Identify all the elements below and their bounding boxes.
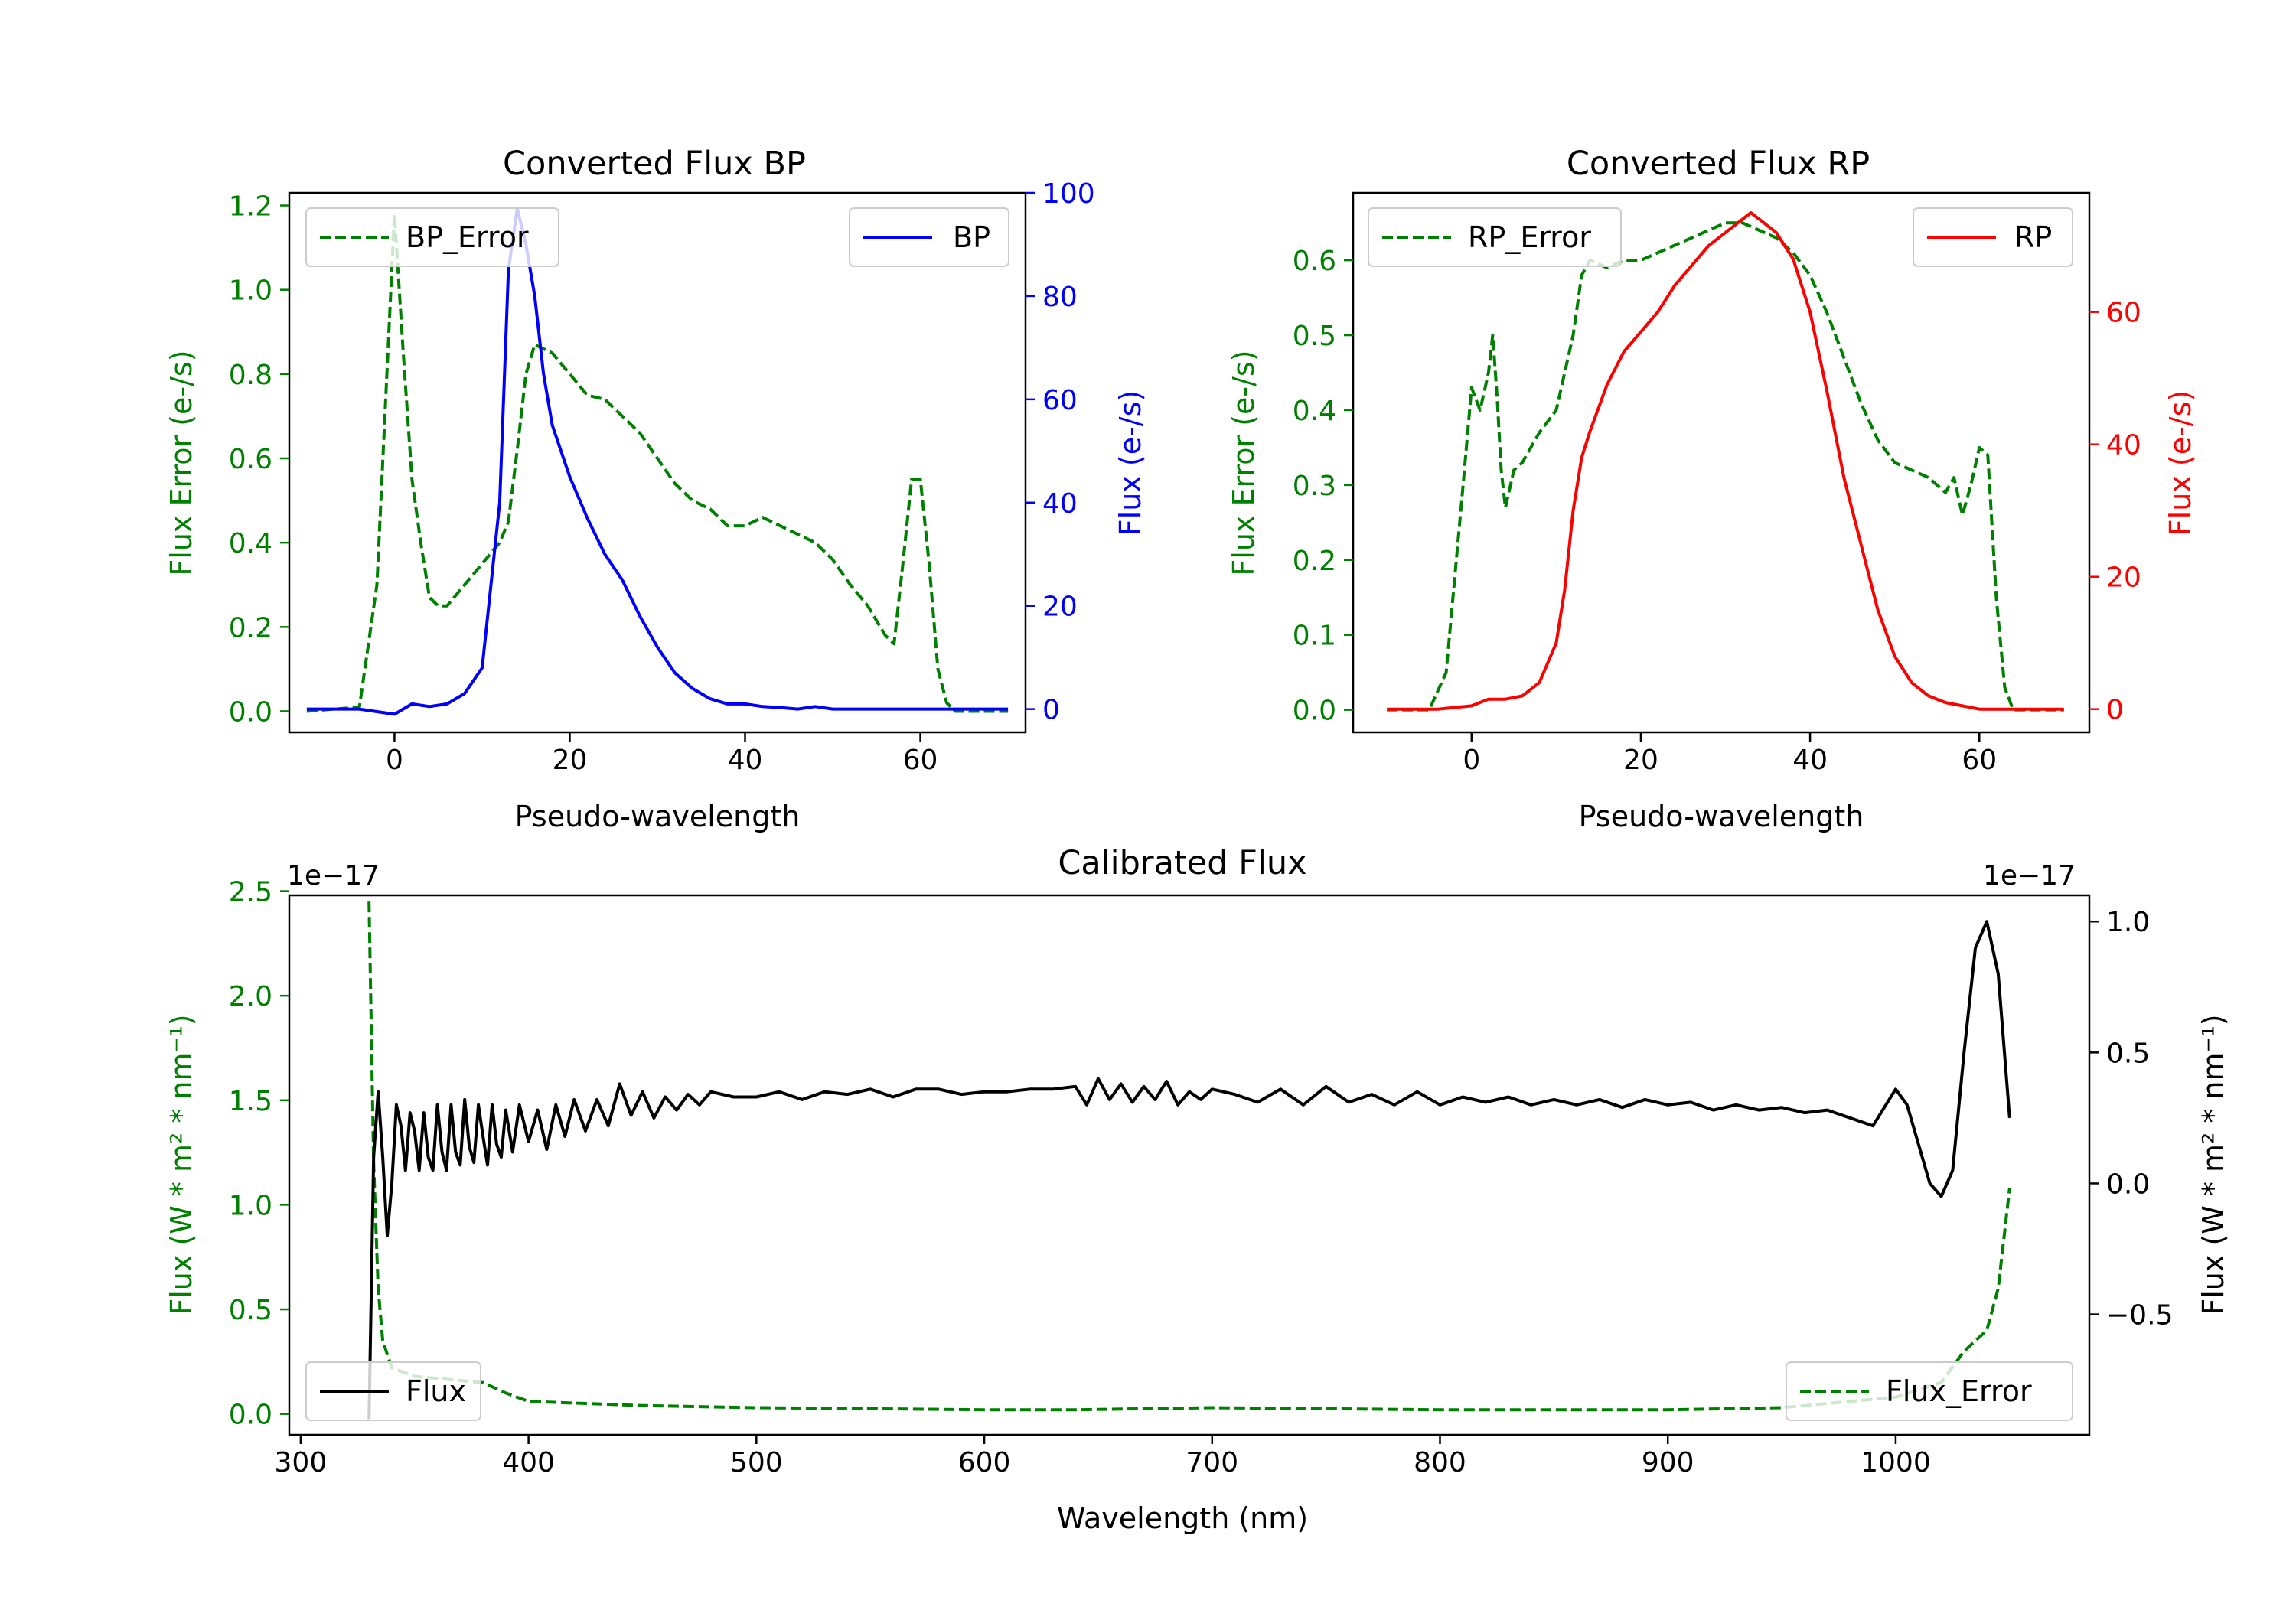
bp-xtick-label: 60	[903, 745, 938, 776]
rp-title: Converted Flux RP	[1567, 145, 1870, 183]
cal-ylabel-right: Flux (W * m² * nm⁻¹)	[2197, 1014, 2230, 1315]
bp-xtick-label: 0	[386, 745, 403, 776]
cal-ytick-right-label: −0.5	[2106, 1300, 2173, 1332]
bp-ytick-right-label: 20	[1042, 592, 1078, 623]
rp-ytick-left-label: 0.2	[1293, 546, 1336, 577]
bp-plot-area	[306, 207, 1009, 716]
rp-legend-rp-label: RP	[2014, 220, 2052, 254]
cal-xtick-label: 500	[730, 1447, 783, 1478]
bp-legend-left: BP_Error	[305, 207, 559, 267]
bp-ytick-left-label: 0.4	[229, 528, 272, 559]
bp-xtick-label: 20	[553, 745, 588, 776]
panel-calibrated: Calibrated Flux 300 400 500 600 700 800 900 100…	[165, 844, 2230, 1535]
cal-ytick-left-label: 2.5	[229, 877, 272, 908]
rp-ytick-left-label: 0.6	[1293, 246, 1336, 277]
bp-ytick-left-label: 1.0	[229, 275, 272, 307]
bp-ytick-left-label: 0.2	[229, 612, 272, 644]
cal-legend-left-box	[305, 1361, 481, 1421]
rp-xtick-label: 0	[1463, 745, 1480, 776]
rp-plot-area	[1387, 211, 2064, 712]
rp-xtick-label: 60	[1962, 745, 1997, 776]
cal-xtick-label: 800	[1414, 1447, 1466, 1478]
bp-legend-right: BP	[849, 207, 1009, 267]
cal-xtick-label: 900	[1642, 1447, 1694, 1478]
rp-xlabel: Pseudo-wavelength	[1579, 800, 1864, 833]
rp-ytick-right-label: 20	[2106, 562, 2141, 594]
cal-axes-frame	[288, 894, 2091, 1436]
rp-ytick-right-label: 60	[2106, 298, 2141, 329]
rp-ytick-right-label: 0	[2106, 695, 2124, 726]
cal-xtick-label: 600	[958, 1447, 1011, 1478]
cal-ytick-left-label: 0.0	[229, 1400, 272, 1431]
rp-ytick-left-label: 0.1	[1293, 621, 1336, 652]
cal-xtick-label: 300	[275, 1447, 328, 1478]
cal-xtick-label: 400	[502, 1447, 555, 1478]
cal-title: Calibrated Flux	[1058, 844, 1306, 882]
cal-ticks: 300 400 500 600 700 800 900 1000 0.0 0.5 1.0 1.5 2.0…	[229, 877, 2174, 1478]
cal-ytick-left-label: 1.0	[229, 1190, 272, 1221]
cal-xtick-label: 1000	[1861, 1447, 1931, 1478]
cal-legend-flux-label: Flux	[406, 1374, 466, 1408]
cal-ytick-left-label: 1.5	[229, 1086, 272, 1117]
bp-xlabel: Pseudo-wavelength	[515, 800, 801, 833]
bp-ytick-left-label: 0.6	[229, 444, 272, 475]
cal-ytick-left-label: 2.0	[229, 981, 272, 1012]
rp-xtick-label: 40	[1792, 745, 1828, 776]
rp-ylabel-left: Flux Error (e-/s)	[1227, 350, 1261, 575]
bp-ylabel-left: Flux Error (e-/s)	[165, 350, 198, 575]
bp-ytick-right-label: 40	[1042, 488, 1078, 520]
bp-title: Converted Flux BP	[503, 145, 806, 183]
bp-legend-left-box	[305, 207, 559, 267]
cal-legend-right: Flux_Error	[1786, 1361, 2073, 1421]
cal-ytick-right-label: 0.5	[2106, 1038, 2150, 1069]
cal-series-flux	[367, 920, 2011, 1420]
cal-ytick-left-label: 0.5	[229, 1295, 272, 1326]
rp-ytick-right-label: 40	[2106, 430, 2141, 461]
cal-ytick-right-label: 1.0	[2106, 907, 2150, 938]
rp-ytick-left-label: 0.3	[1293, 471, 1336, 502]
panel-rp: Converted Flux RP 0 20 40 60 0.0 0.1 0.2 0.3 0.4…	[1227, 145, 2197, 833]
rp-ylabel-right: Flux (e-/s)	[2164, 390, 2197, 536]
cal-legend-right-box	[1786, 1361, 2073, 1421]
rp-legend-left: RP_Error	[1368, 207, 1622, 267]
bp-series-bp	[306, 207, 1009, 716]
bp-series-bp-error	[306, 212, 1009, 713]
rp-series-rp-error	[1387, 221, 2064, 712]
bp-ytick-right-label: 100	[1042, 178, 1095, 210]
panel-bp: Converted Flux BP 0 20 40 60 0.0 0.2 0.4 0.6 0.8…	[165, 145, 1147, 833]
bp-ytick-left-label: 0.8	[229, 360, 272, 391]
bp-ytick-right-label: 80	[1042, 282, 1078, 313]
bp-legend-bp-label: BP	[953, 220, 990, 254]
rp-xtick-label: 20	[1623, 745, 1658, 776]
bp-ytick-right-label: 0	[1042, 695, 1060, 726]
bp-ytick-right-label: 60	[1042, 385, 1078, 416]
rp-axes-frame	[1352, 191, 2091, 734]
rp-legend-left-box	[1368, 207, 1622, 267]
rp-legend-error-label: RP_Error	[1468, 220, 1591, 254]
cal-xlabel: Wavelength (nm)	[1057, 1501, 1308, 1535]
cal-offset-right: 1e−17	[1983, 860, 2076, 892]
bp-ytick-left-label: 0.0	[229, 696, 272, 728]
bp-axes-frame	[288, 191, 1027, 734]
rp-series-rp	[1387, 211, 2064, 711]
bp-ticks: 0 20 40 60 0.0 0.2 0.4 0.6 0.8 1.0 1.2 0 20 40 60 80 100	[229, 178, 1095, 776]
rp-ticks: 0 20 40 60 0.0 0.1 0.2 0.3 0.4 0.5 0.6 0 20 40 60	[1293, 246, 2141, 776]
cal-legend-error-label: Flux_Error	[1886, 1374, 2032, 1408]
bp-legend-error-label: BP_Error	[406, 220, 529, 254]
cal-ytick-right-label: 0.0	[2106, 1169, 2150, 1200]
cal-offset-left: 1e−17	[287, 860, 380, 892]
cal-ylabel-left: Flux (W * m² * nm⁻¹)	[165, 1014, 198, 1315]
bp-ylabel-right: Flux (e-/s)	[1114, 390, 1147, 536]
cal-legend-left: Flux	[305, 1361, 481, 1421]
cal-xtick-label: 700	[1186, 1447, 1238, 1478]
rp-ytick-left-label: 0.5	[1293, 321, 1336, 352]
rp-ytick-left-label: 0.4	[1293, 396, 1336, 427]
rp-legend-right: RP	[1913, 207, 2073, 267]
bp-ytick-left-label: 1.2	[229, 191, 272, 223]
rp-ytick-left-label: 0.0	[1293, 696, 1336, 727]
bp-xtick-label: 40	[728, 745, 763, 776]
